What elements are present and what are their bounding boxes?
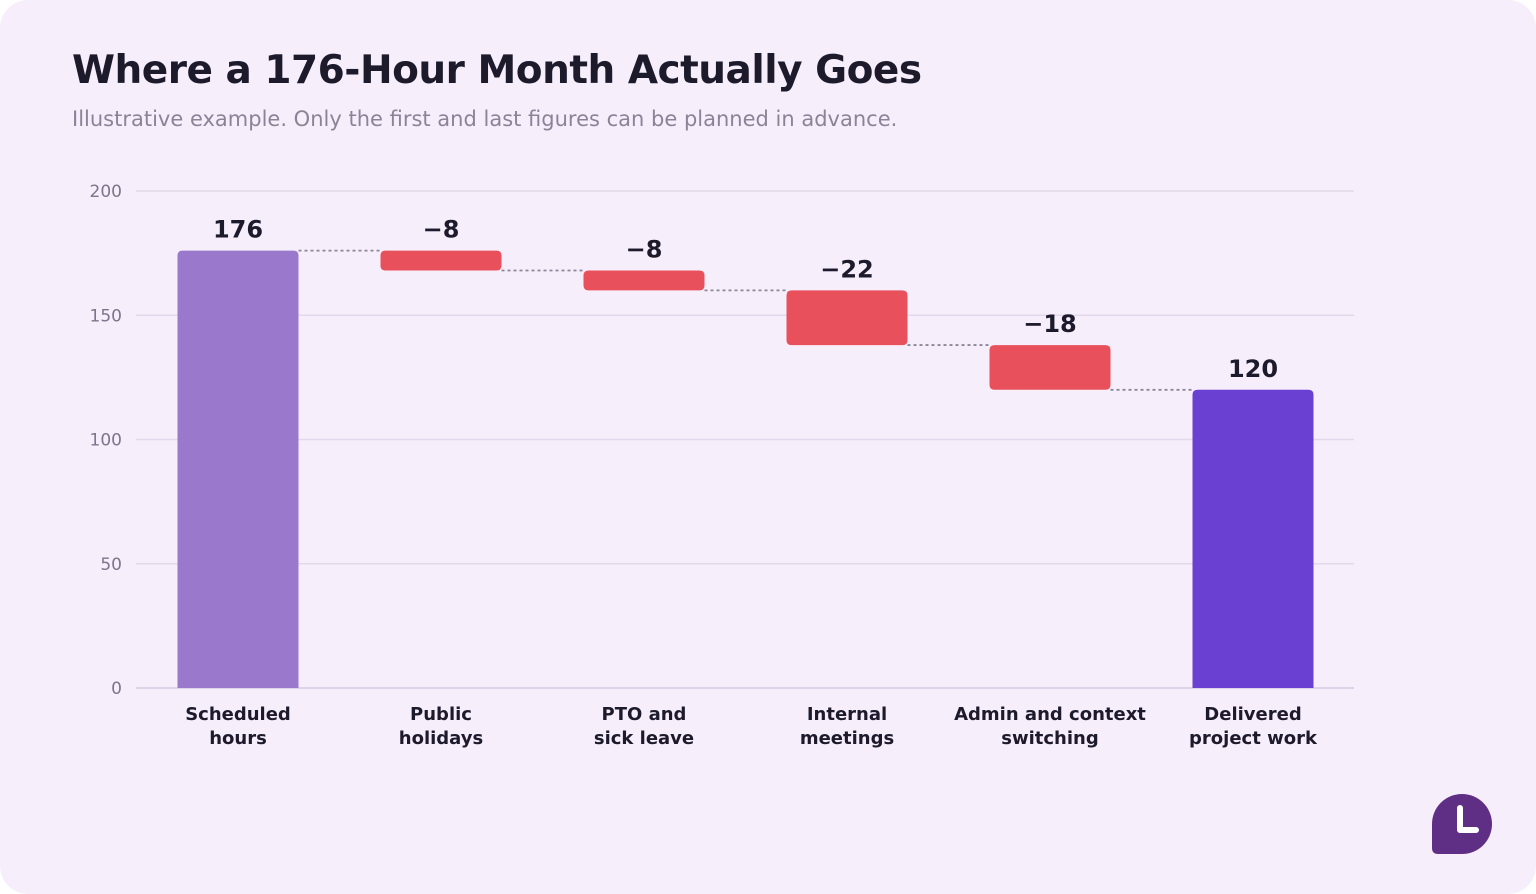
- data-label: −8: [423, 216, 460, 244]
- x-category-label: hours: [209, 728, 267, 749]
- total-bar: [177, 250, 299, 688]
- bar-layer: [177, 250, 1314, 688]
- connector-layer: [298, 249, 1193, 391]
- brand-logo-icon: [1432, 794, 1492, 854]
- x-category-label: project work: [1189, 728, 1318, 749]
- x-category-label: holidays: [399, 728, 483, 749]
- x-category-label: sick leave: [594, 728, 694, 749]
- chart-subtitle: Illustrative example. Only the first and…: [72, 107, 898, 131]
- x-category-label: PTO and: [602, 704, 687, 725]
- data-label: −22: [820, 255, 874, 283]
- y-tick-label: 100: [90, 431, 122, 451]
- data-label: −18: [1023, 310, 1077, 338]
- data-label: 120: [1228, 355, 1278, 383]
- decrease-bar: [380, 250, 502, 271]
- x-category-label: meetings: [800, 728, 894, 749]
- x-category-label: Public: [410, 704, 472, 725]
- x-category-label: switching: [1001, 728, 1098, 749]
- x-category-label: Scheduled: [185, 704, 291, 725]
- y-tick-label: 0: [111, 679, 122, 699]
- decrease-bar: [989, 345, 1111, 390]
- x-category-label: Internal: [807, 704, 887, 725]
- label-layer: 176 Scheduled hours −8 Public holidays −8 PTO a…: [185, 216, 1318, 749]
- y-tick-label: 50: [100, 555, 122, 575]
- x-category-label: Admin and context: [954, 704, 1146, 725]
- x-category-label: Delivered: [1204, 704, 1301, 725]
- data-label: −8: [626, 236, 663, 264]
- chart-title: Where a 176-Hour Month Actually Goes: [72, 48, 922, 93]
- y-tick-label: 200: [90, 182, 122, 202]
- y-tick-label: 150: [90, 306, 122, 326]
- grid-layer: 0 50 100 150 200: [90, 182, 1354, 699]
- clock-hand-icon: [1457, 805, 1479, 833]
- decrease-bar: [583, 270, 705, 291]
- total-bar: [1192, 389, 1314, 688]
- decrease-bar: [786, 290, 908, 346]
- data-label: 176: [213, 216, 263, 244]
